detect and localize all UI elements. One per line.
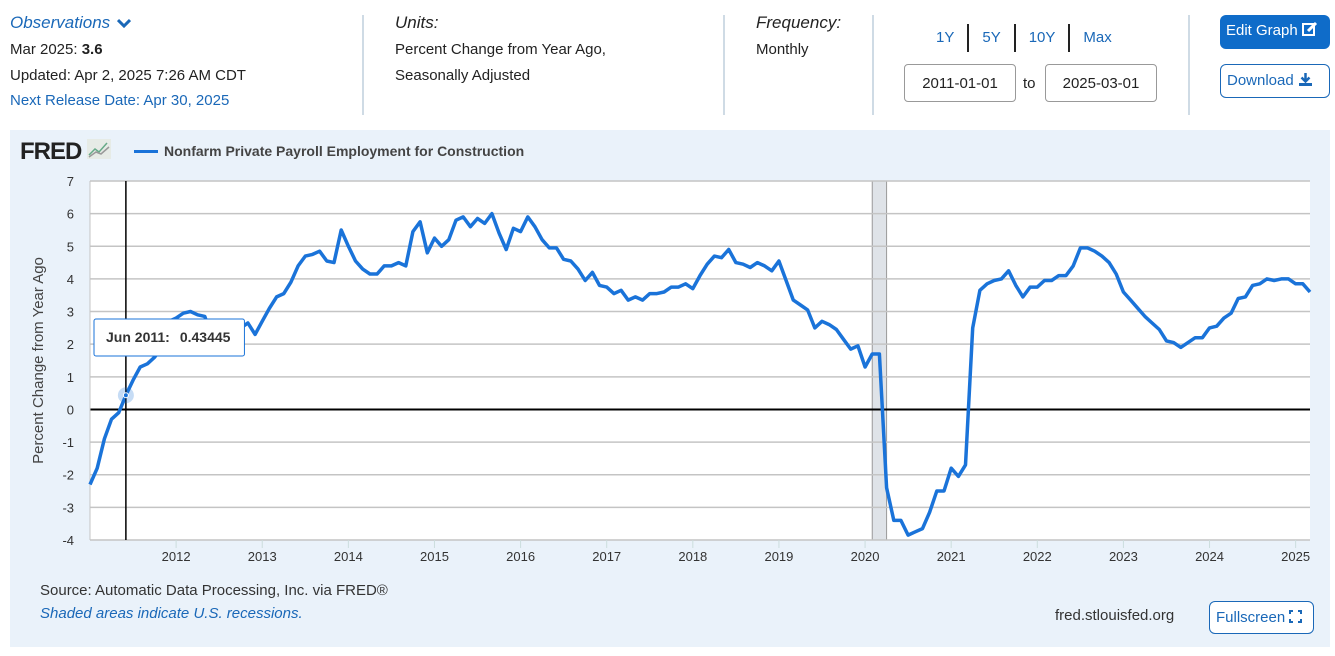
x-tick-label: 2018 (678, 549, 707, 564)
tooltip-box (93, 318, 245, 357)
units-line2: Seasonally Adjusted (395, 67, 531, 84)
x-tick-label: 2022 (1023, 549, 1052, 564)
x-tick-label: 2021 (937, 549, 966, 564)
edit-icon (1301, 21, 1317, 36)
y-tick-label: -3 (62, 500, 74, 515)
edit-graph-button[interactable]: Edit Graph (1220, 15, 1330, 49)
hover-point (122, 392, 129, 399)
units-label: Units: (395, 13, 439, 32)
range-max-button[interactable]: Max (1068, 24, 1124, 52)
x-tick-label: 2024 (1195, 549, 1224, 564)
units-line1: Percent Change from Year Ago, (395, 41, 606, 58)
y-tick-label: 5 (67, 239, 74, 254)
logo-text: FRED (20, 138, 82, 165)
start-date-input[interactable]: 2011-01-01 (904, 64, 1016, 102)
site-url[interactable]: fred.stlouisfed.org (1055, 607, 1175, 624)
fullscreen-button[interactable]: Fullscreen (1209, 601, 1314, 634)
tooltip-value: 0.43445 (180, 329, 231, 345)
edit-graph-label: Edit Graph (1226, 22, 1298, 39)
latest-observation: Mar 2025: 3.6 (10, 41, 103, 58)
legend-swatch (134, 150, 158, 153)
range-10y-button[interactable]: 10Y (1013, 24, 1069, 52)
y-tick-label: 3 (67, 305, 74, 320)
y-axis-label: Percent Change from Year Ago (30, 257, 47, 464)
logo-chart-icon (87, 139, 112, 159)
x-tick-label: 2013 (248, 549, 277, 564)
divider (362, 15, 364, 115)
tooltip-label: Jun 2011: (106, 329, 170, 345)
updated-text: Updated: Apr 2, 2025 7:26 AM CDT (10, 67, 246, 84)
download-icon (1298, 73, 1312, 86)
fullscreen-label: Fullscreen (1216, 609, 1286, 626)
next-release-link[interactable]: Next Release Date: Apr 30, 2025 (10, 92, 230, 109)
y-tick-label: -1 (62, 435, 74, 450)
fred-logo: FRED (20, 138, 112, 166)
end-date-input[interactable]: 2025-03-01 (1045, 64, 1157, 102)
plot-area (90, 181, 1310, 540)
x-tick-label: 2014 (334, 549, 363, 564)
x-tick-label: 2020 (851, 549, 880, 564)
y-tick-label: 0 (67, 402, 74, 417)
x-tick-label: 2015 (420, 549, 449, 564)
range-buttons: 1Y 5Y 10Y Max (923, 24, 1125, 52)
x-tick-label: 2023 (1109, 549, 1138, 564)
x-tick-label: 2019 (764, 549, 793, 564)
y-tick-label: 1 (67, 370, 74, 385)
y-tick-label: 6 (67, 207, 74, 222)
observations-toggle[interactable]: Observations (10, 13, 131, 33)
series-line (88, 211, 1312, 537)
download-button[interactable]: Download (1220, 64, 1330, 98)
latest-value: 3.6 (81, 41, 103, 58)
x-tick-label: 2017 (592, 549, 621, 564)
x-tick-label: 2012 (162, 549, 191, 564)
range-1y-button[interactable]: 1Y (936, 29, 955, 46)
divider (1188, 15, 1190, 115)
range-5y-button[interactable]: 5Y (967, 24, 1013, 52)
latest-label: Mar 2025: (10, 41, 78, 58)
y-tick-label: -2 (62, 468, 74, 483)
chevron-down-icon (116, 18, 131, 29)
divider (723, 15, 725, 115)
observations-label: Observations (10, 13, 111, 32)
fullscreen-icon (1289, 610, 1303, 623)
divider (872, 15, 874, 115)
legend-label: Nonfarm Private Payroll Employment for C… (164, 143, 525, 159)
source-text: Source: Automatic Data Processing, Inc. … (40, 582, 388, 599)
to-label: to (1023, 75, 1036, 92)
y-tick-label: 2 (67, 337, 74, 352)
x-tick-label: 2025 (1281, 549, 1310, 564)
y-tick-label: 7 (67, 174, 74, 189)
y-tick-label: 4 (67, 272, 74, 287)
y-tick-label: -4 (62, 533, 74, 548)
download-label: Download (1227, 72, 1294, 89)
frequency-value: Monthly (756, 41, 809, 58)
x-tick-label: 2016 (506, 549, 535, 564)
recession-note: Shaded areas indicate U.S. recessions. (40, 605, 303, 622)
frequency-label: Frequency: (756, 13, 842, 32)
